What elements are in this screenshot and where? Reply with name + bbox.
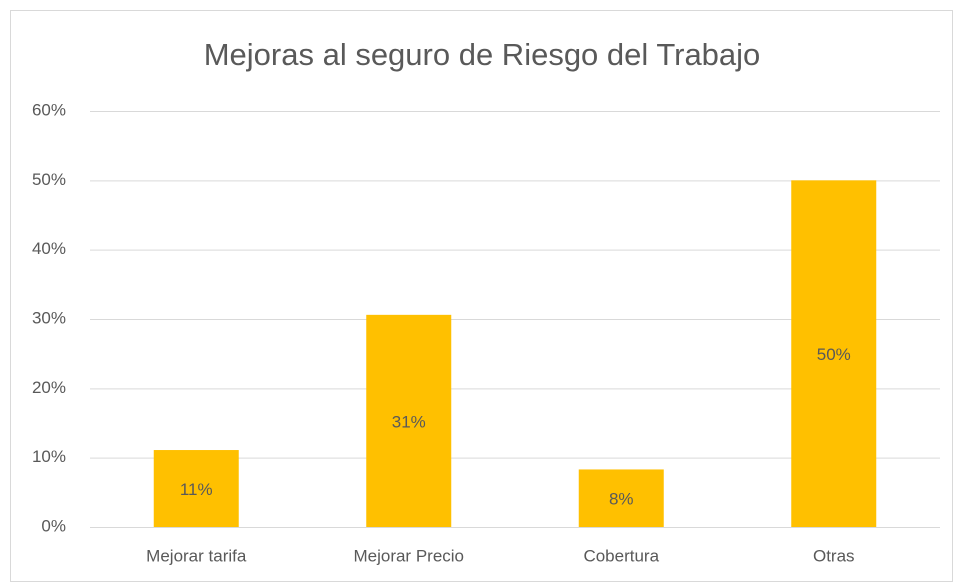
data-label: 11% bbox=[180, 480, 213, 499]
x-tick-label: Mejorar Precio bbox=[353, 546, 464, 565]
y-tick-label: 30% bbox=[32, 308, 66, 327]
y-tick-label: 60% bbox=[32, 100, 66, 119]
y-tick-label: 20% bbox=[32, 378, 66, 397]
y-tick-label: 0% bbox=[41, 516, 66, 535]
data-label: 8% bbox=[609, 490, 634, 509]
bar bbox=[791, 180, 877, 528]
data-label: 31% bbox=[392, 412, 426, 431]
x-tick-label: Otras bbox=[813, 546, 855, 565]
data-label: 50% bbox=[817, 345, 851, 364]
y-tick-label: 50% bbox=[32, 170, 66, 189]
bar bbox=[366, 314, 452, 527]
y-tick-label: 10% bbox=[32, 447, 66, 466]
y-tick-label: 40% bbox=[32, 239, 66, 258]
bar bbox=[153, 450, 239, 527]
chart-title: Mejoras al seguro de Riesgo del Trabajo bbox=[204, 37, 761, 72]
x-tick-label: Mejorar tarifa bbox=[146, 546, 247, 565]
x-tick-label: Cobertura bbox=[583, 546, 659, 565]
bar bbox=[578, 469, 664, 527]
